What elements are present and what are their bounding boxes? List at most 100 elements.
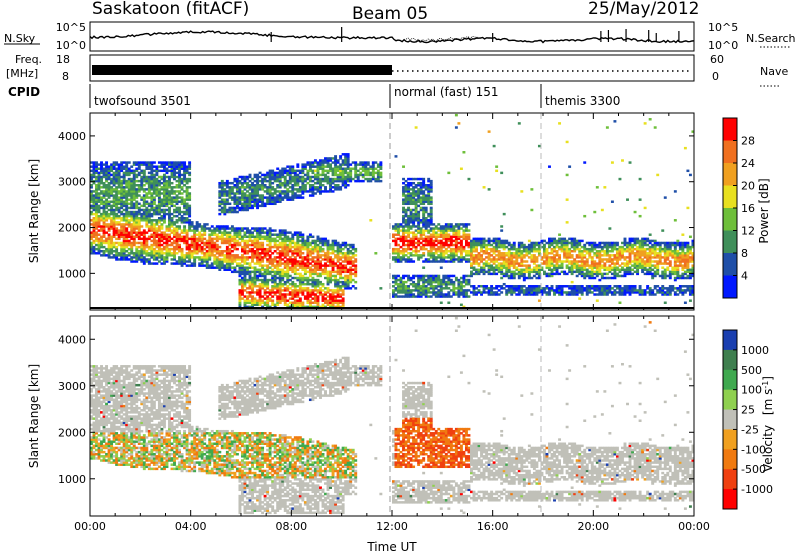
power-cell: [228, 231, 231, 233]
power-cell: [490, 240, 493, 242]
power-cell: [155, 262, 158, 264]
power-cell: [407, 256, 410, 258]
power-cell: [319, 273, 322, 275]
power-cell: [347, 153, 350, 155]
power-cell: [138, 180, 141, 182]
power-cell: [344, 275, 347, 277]
power-cell: [430, 233, 433, 235]
power-cell: [334, 184, 337, 186]
power-cell: [196, 256, 199, 258]
power-cell: [241, 246, 244, 248]
power-cell: [191, 236, 194, 238]
power-cell: [246, 279, 249, 281]
power-cell: [140, 213, 143, 215]
power-cell: [223, 250, 226, 252]
power-cell: [173, 186, 176, 188]
power-cell: [274, 172, 277, 174]
power-cell: [286, 170, 289, 172]
power-cell: [468, 275, 471, 277]
power-cell: [148, 252, 151, 254]
power-cell: [447, 260, 450, 262]
power-cell: [276, 172, 279, 174]
power-cell: [334, 250, 337, 252]
power-cell: [465, 258, 468, 260]
power-cell: [108, 223, 111, 225]
power-cell: [329, 271, 332, 273]
power-cell: [374, 178, 377, 180]
power-cell: [299, 170, 302, 172]
power-cell: [160, 176, 163, 178]
power-cell: [425, 217, 428, 219]
power-cell: [123, 223, 126, 225]
power-cell: [241, 254, 244, 256]
power-cell: [301, 252, 304, 254]
power-cell: [490, 248, 493, 250]
power-cell: [306, 277, 309, 279]
power-cell: [417, 250, 420, 252]
power-cell: [98, 168, 101, 170]
power-cell: [468, 250, 471, 252]
power-cell: [422, 229, 425, 231]
power-cell: [374, 172, 377, 174]
power-cell: [249, 184, 252, 186]
power-cell: [276, 283, 279, 285]
power-cell: [468, 295, 471, 297]
power-cell: [105, 161, 108, 163]
power-cell: [223, 264, 226, 266]
power-cell: [483, 238, 486, 240]
power-cell: [324, 287, 327, 289]
power-cell: [168, 244, 171, 246]
power-cell: [183, 211, 186, 213]
noise-right-label: N.Search: [746, 32, 796, 45]
power-cell: [324, 157, 327, 159]
power-cell: [339, 281, 342, 283]
power-cell: [289, 190, 292, 192]
power-cell: [193, 256, 196, 258]
power-cell: [291, 258, 294, 260]
power-cell: [462, 246, 465, 248]
power-cell: [271, 170, 274, 172]
power-cell: [125, 227, 128, 229]
power-cell: [176, 161, 179, 163]
power-cell: [128, 203, 131, 205]
power-cell: [462, 256, 465, 258]
power-cell: [148, 161, 151, 163]
power-cell: [181, 192, 184, 194]
power-cell: [271, 186, 274, 188]
power-cell: [410, 192, 413, 194]
power-cell: [289, 256, 292, 258]
power-cell: [226, 209, 229, 211]
power-cell: [115, 186, 118, 188]
power-cell: [347, 184, 350, 186]
power-cell: [412, 293, 415, 295]
power-cell: [289, 291, 292, 293]
power-cell: [352, 244, 355, 246]
power-cell: [203, 248, 206, 250]
power-cell: [244, 227, 247, 229]
power-cell: [296, 170, 299, 172]
power-cell: [213, 266, 216, 268]
power-cell: [488, 252, 491, 254]
power-cell: [364, 161, 367, 163]
power-cell: [412, 178, 415, 180]
power-cell: [140, 238, 143, 240]
power-cell: [420, 227, 423, 229]
power-cell: [160, 215, 163, 217]
power-cell: [420, 178, 423, 180]
power-cell: [410, 182, 413, 184]
power-cell: [113, 254, 116, 256]
power-cell: [123, 172, 126, 174]
power-cell: [259, 279, 262, 281]
power-cell: [425, 236, 428, 238]
power-cell: [133, 260, 136, 262]
power-cell: [274, 188, 277, 190]
power-cell: [317, 161, 320, 163]
power-cell: [158, 217, 161, 219]
power-cell: [105, 211, 108, 213]
power-cell: [296, 260, 299, 262]
power-cell: [301, 163, 304, 165]
power-cell: [93, 240, 96, 242]
power-cell: [402, 182, 405, 184]
power-cell: [163, 174, 166, 176]
